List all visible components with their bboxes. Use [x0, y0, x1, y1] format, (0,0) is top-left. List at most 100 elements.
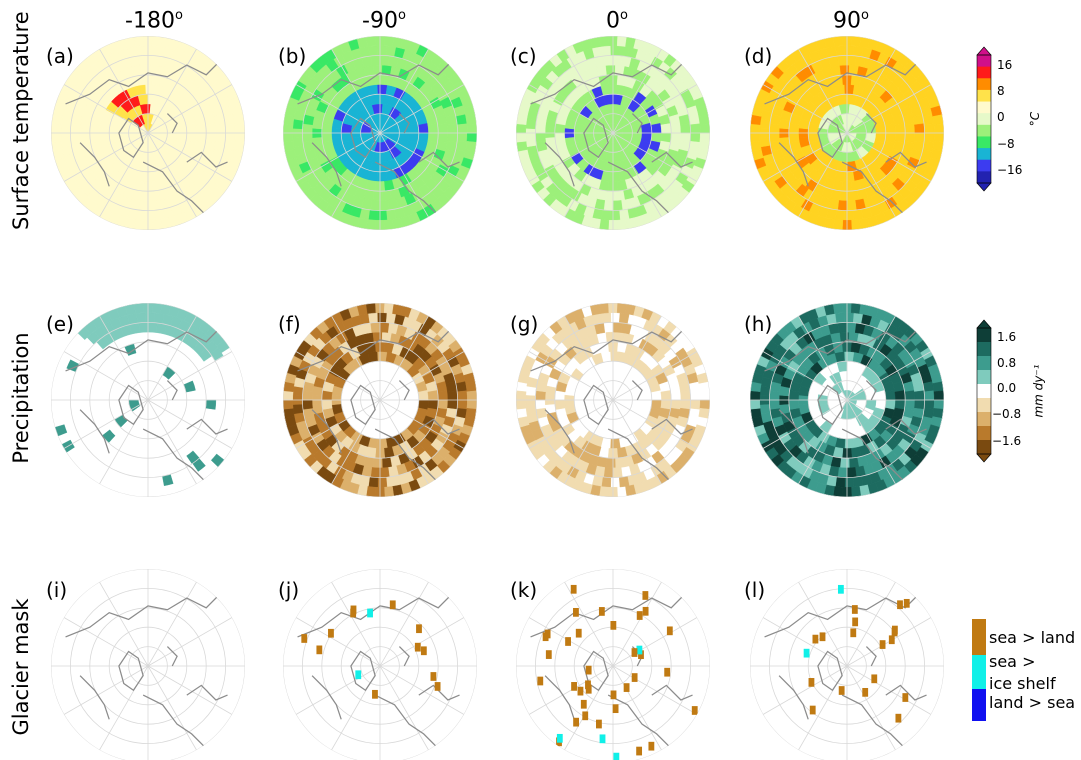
map-panel-j	[282, 568, 478, 760]
grid-cell	[234, 123, 246, 134]
coastline	[297, 595, 464, 754]
grid-cell	[417, 123, 429, 134]
grid-cell	[447, 132, 458, 143]
grid-cell	[381, 457, 393, 469]
grid-meridian	[846, 399, 896, 485]
grid-cell	[598, 486, 610, 498]
grid-meridian	[331, 315, 381, 401]
precipitation-colorbar-segment	[977, 356, 991, 371]
grid-cell	[215, 132, 226, 143]
grid-cell	[835, 476, 846, 488]
temperature-colorbar-frame	[976, 54, 992, 184]
mask-cell	[862, 687, 869, 697]
grid-cell	[922, 381, 935, 392]
grid-cell	[835, 209, 846, 221]
temperature-colorbar-segment	[977, 89, 991, 103]
panel-label-g: (g)	[510, 312, 539, 336]
grid-meridian	[379, 581, 429, 667]
grid-meridian	[99, 581, 149, 667]
mask-cell	[598, 607, 605, 616]
grid-cell	[689, 399, 701, 410]
mask-cell	[389, 600, 396, 610]
map-panel-e	[50, 302, 246, 498]
grid-cell	[698, 408, 710, 419]
grid-cell	[923, 123, 935, 134]
precipitation-colorbar-frame	[976, 327, 992, 455]
grid-cell	[455, 114, 468, 125]
panel-label-i: (i)	[46, 578, 68, 602]
grid-meridian	[798, 48, 848, 134]
panel-label-k: (k)	[510, 578, 538, 602]
grid-cell	[932, 114, 944, 125]
grid-cell	[525, 403, 537, 415]
grid-cell	[618, 476, 630, 488]
grid-cell	[210, 453, 225, 468]
grid-cell	[688, 114, 701, 125]
mask-cell	[575, 628, 582, 638]
mask-cell	[542, 632, 549, 642]
grid-cell	[379, 55, 390, 66]
grid-cell	[368, 209, 379, 221]
grid-meridian	[147, 84, 233, 134]
grid-cell	[302, 390, 313, 401]
grid-cell	[759, 136, 771, 148]
mask-cell	[585, 665, 592, 675]
column-title-4: 90o	[833, 8, 869, 34]
column-title-2: -90o	[362, 8, 406, 34]
grid-cell	[618, 312, 630, 324]
map-panel-d	[749, 35, 945, 231]
temperature-colorbar-segment	[977, 78, 991, 91]
grid-meridian	[612, 132, 698, 182]
grid-cell	[779, 403, 791, 415]
mask-cell	[666, 626, 673, 636]
mask-cell	[636, 746, 643, 756]
mask-cell	[648, 741, 655, 751]
colorbars-layer	[976, 46, 992, 463]
grid-cell	[133, 35, 145, 47]
grid-cell	[133, 219, 145, 231]
temperature-colorbar-extend-top	[976, 46, 992, 56]
grid-meridian	[63, 617, 149, 667]
grid-cell	[466, 123, 478, 134]
grid-meridian	[295, 351, 381, 401]
grid-meridian	[147, 48, 197, 134]
panel-label-j: (j)	[278, 578, 300, 602]
grid-meridian	[147, 132, 197, 218]
mask-cell	[631, 673, 638, 682]
grid-cell	[837, 467, 848, 478]
temp-tick-8: 8	[997, 84, 1005, 98]
grid-cell	[282, 132, 294, 143]
grid-cell	[670, 123, 682, 134]
coastline	[764, 62, 931, 221]
grid-cell	[525, 136, 537, 148]
grid-cell	[832, 35, 844, 47]
grid-cell	[383, 486, 395, 498]
grid-cell	[377, 477, 388, 488]
precipitation-colorbar-segment	[977, 342, 991, 357]
grid-meridian	[295, 665, 381, 715]
temperature-colorbar-segment	[977, 171, 991, 184]
grid-cell	[769, 399, 780, 410]
mask-cell	[838, 686, 845, 695]
map-panel-l	[749, 568, 945, 760]
grid-cell	[610, 351, 621, 362]
grid-cell	[933, 132, 945, 143]
grid-meridian	[147, 132, 233, 182]
grid-meridian	[846, 132, 932, 182]
grid-meridian	[379, 665, 465, 715]
grid-cell	[923, 399, 935, 410]
map-panel-h	[749, 302, 945, 498]
grid-cell	[680, 390, 691, 401]
mask-cell	[301, 634, 308, 643]
grid-meridian	[612, 351, 698, 401]
mask-cell	[852, 617, 859, 627]
temperature-colorbar-segment	[977, 159, 991, 172]
panel-label-b: (b)	[278, 44, 307, 68]
grid-cell	[515, 399, 527, 410]
grid-cell	[282, 390, 294, 401]
grid-meridian	[147, 617, 233, 667]
grid-cell	[884, 123, 896, 134]
mask-cell	[888, 635, 895, 645]
grid-cell	[447, 390, 458, 401]
grid-cell	[321, 132, 333, 143]
